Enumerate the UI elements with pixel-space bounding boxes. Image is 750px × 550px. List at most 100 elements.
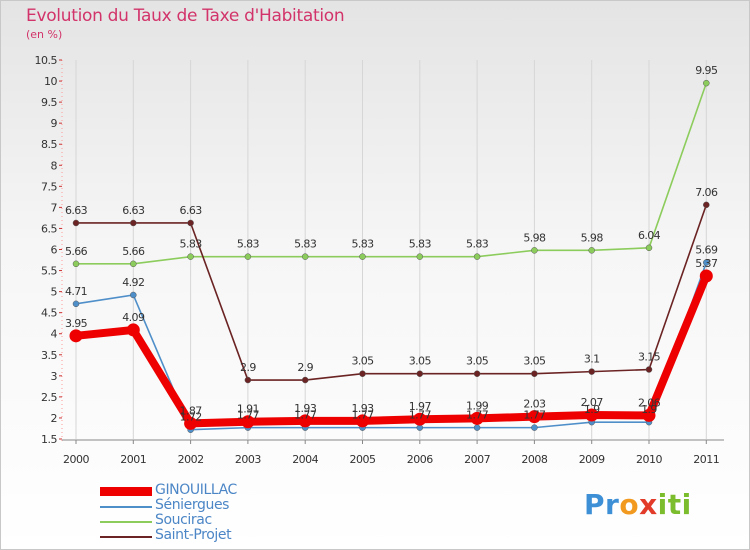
data-label-ginouillac: 1.93 — [294, 402, 317, 415]
data-label-ginouillac: 1.97 — [409, 400, 432, 413]
x-tick-label: 2003 — [235, 453, 261, 466]
data-label-saint-projet: 7.06 — [695, 186, 718, 199]
legend-swatch-seniergues — [100, 506, 152, 508]
data-label-soucirac: 5.83 — [180, 238, 203, 251]
data-label-saint-projet: 3.05 — [351, 355, 374, 368]
data-label-saint-projet: 3.05 — [409, 355, 432, 368]
data-point-soucirac — [130, 260, 137, 268]
y-tick-label: 2.5 — [41, 391, 57, 404]
x-tick-label: 2005 — [350, 453, 376, 466]
data-label-ginouillac: 2.03 — [523, 398, 546, 411]
data-point-saint-projet — [72, 219, 80, 227]
data-label-soucirac: 5.83 — [351, 238, 374, 251]
legend-swatch-ginouillac — [100, 487, 152, 496]
logo-letter: i — [681, 488, 692, 521]
legend-label-seniergues: Séniergues — [155, 497, 230, 513]
data-point-saint-projet — [187, 219, 194, 227]
x-tick-label: 2010 — [636, 453, 662, 466]
y-tick-label: 9.5 — [41, 96, 57, 109]
chart-title: Evolution du Taux de Taxe d'Habitation — [26, 6, 345, 26]
data-label-ginouillac: 1.99 — [466, 399, 489, 412]
data-label-seniergues: 1.9 — [641, 403, 657, 416]
x-tick-label: 2009 — [579, 453, 605, 466]
data-label-soucirac: 5.98 — [523, 231, 546, 244]
data-point-seniergues — [130, 291, 137, 299]
legend-swatch-saint-projet — [100, 536, 152, 538]
data-label-soucirac: 5.98 — [581, 231, 604, 244]
y-tick-label: 8 — [51, 159, 58, 172]
data-label-soucirac: 6.04 — [638, 229, 661, 242]
data-point-ginouillac — [642, 408, 656, 422]
data-point-ginouillac — [470, 411, 484, 425]
data-label-ginouillac: 5.37 — [695, 257, 718, 270]
data-label-seniergues: 1.9 — [584, 403, 600, 416]
data-label-ginouillac: 2.07 — [581, 396, 604, 409]
legend-swatch-soucirac — [100, 521, 152, 523]
data-label-seniergues: 1.77 — [523, 409, 546, 422]
y-tick-label: 6.5 — [41, 222, 57, 235]
data-point-soucirac — [531, 247, 538, 254]
data-point-ginouillac — [585, 408, 599, 422]
y-tick-label: 10 — [44, 75, 57, 88]
data-point-ginouillac — [184, 416, 198, 430]
data-label-saint-projet: 3.15 — [638, 351, 661, 364]
data-point-saint-projet — [416, 370, 424, 377]
data-label-ginouillac: 3.95 — [65, 317, 88, 330]
data-point-saint-projet — [531, 370, 538, 377]
data-label-saint-projet: 6.63 — [180, 204, 203, 217]
data-point-ginouillac — [699, 269, 713, 283]
data-labels: 4.714.921.72 1.77 1.77 1.77 1.77 1.77 1.77 1.9 1… — [65, 64, 719, 424]
series-line-soucirac — [75, 82, 708, 265]
data-point-saint-projet — [130, 219, 137, 227]
data-label-soucirac: 5.83 — [409, 238, 432, 251]
data-label-saint-projet: 6.63 — [122, 204, 145, 217]
logo-letter: r — [605, 488, 620, 521]
x-tick-label: 2011 — [693, 453, 719, 466]
series-line-saint-projet — [75, 204, 708, 381]
logo-letter: t — [667, 488, 682, 521]
data-label-ginouillac: 1.87 — [180, 404, 203, 417]
x-tick-label: 2004 — [292, 453, 318, 466]
legend-label-soucirac: Soucirac — [155, 512, 212, 528]
y-tick-label: 3 — [51, 370, 58, 383]
data-label-saint-projet: 3.05 — [466, 355, 489, 368]
data-label-seniergues: 4.92 — [122, 276, 144, 289]
data-point-soucirac — [588, 247, 595, 254]
legend-label-saint-projet: Saint-Projet — [155, 527, 232, 543]
data-point-seniergues — [72, 300, 80, 308]
y-tick-label: 2 — [51, 412, 58, 425]
data-label-ginouillac: 4.09 — [122, 311, 145, 324]
series-layer — [69, 79, 713, 433]
data-label-saint-projet: 2.9 — [240, 361, 256, 374]
chart-subtitle: (en %) — [26, 28, 63, 41]
data-label-saint-projet: 3.1 — [584, 353, 600, 366]
data-label-soucirac: 9.95 — [695, 64, 718, 77]
data-label-seniergues: 4.71 — [65, 285, 87, 298]
y-tick-label: 3.5 — [41, 349, 57, 362]
data-point-soucirac — [473, 253, 481, 260]
data-point-ginouillac — [527, 410, 541, 424]
x-tick-label: 2000 — [63, 453, 89, 466]
data-point-seniergues — [531, 424, 538, 431]
logo-letter: o — [619, 488, 640, 521]
y-tick-label: 10.5 — [35, 54, 58, 67]
data-point-saint-projet — [645, 366, 653, 373]
data-point-saint-projet — [473, 370, 481, 377]
data-label-seniergues: 1.77 — [466, 409, 489, 422]
data-point-soucirac — [359, 253, 366, 260]
y-tick-label: 6 — [51, 244, 58, 257]
data-point-saint-projet — [588, 368, 595, 375]
data-point-soucirac — [244, 253, 252, 260]
data-point-ginouillac — [298, 414, 312, 428]
data-point-soucirac — [416, 253, 424, 260]
data-point-ginouillac — [413, 412, 427, 426]
data-label-seniergues: 1.77 — [237, 409, 260, 422]
y-tick-label: 5.5 — [41, 265, 57, 278]
data-point-soucirac — [703, 79, 710, 87]
y-tick-label: 4.5 — [41, 307, 57, 320]
data-label-soucirac: 5.66 — [122, 245, 145, 258]
y-tick-label: 8.5 — [41, 138, 57, 151]
data-point-ginouillac — [69, 329, 83, 343]
data-point-saint-projet — [703, 201, 710, 209]
